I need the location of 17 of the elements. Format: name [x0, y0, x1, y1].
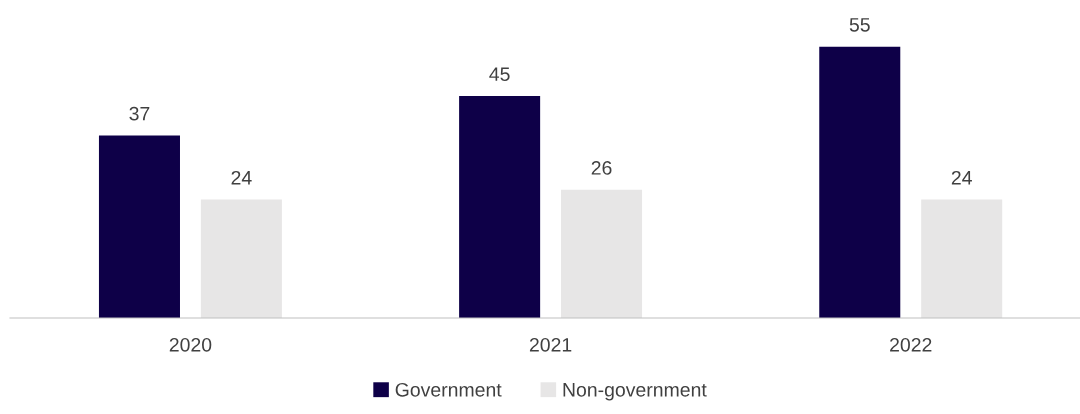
legend-label: Non-government: [563, 383, 707, 401]
bar: [921, 199, 1003, 318]
x-tick-label: 2021: [529, 337, 572, 352]
bar: [98, 135, 180, 318]
bar: [561, 189, 643, 318]
legend-label: Government: [395, 382, 502, 397]
bar: [459, 96, 541, 318]
bar: [200, 199, 282, 318]
bar: [819, 46, 901, 318]
data-label: 45: [489, 67, 510, 82]
x-tick-label: 2020: [169, 337, 212, 352]
x-tick-label: 2022: [890, 337, 932, 352]
data-label: 37: [129, 106, 150, 121]
data-label: 24: [231, 170, 252, 185]
data-label: 26: [591, 161, 612, 175]
data-label: 24: [951, 170, 972, 185]
data-label: 55: [849, 18, 870, 32]
